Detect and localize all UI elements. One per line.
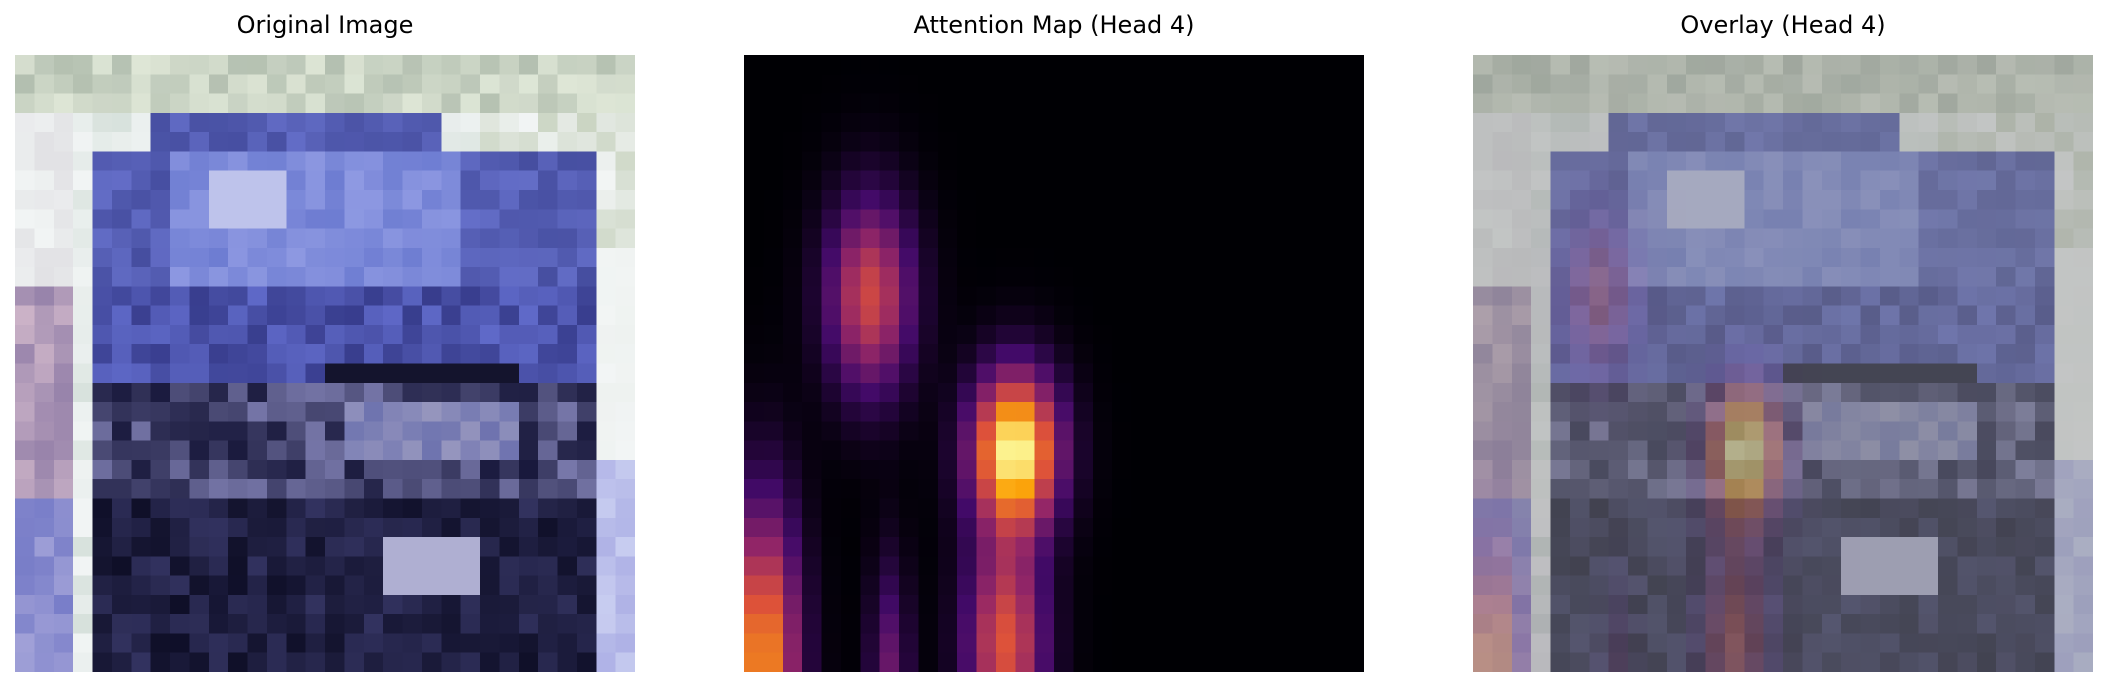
attention-map-image xyxy=(744,55,1364,672)
original-image xyxy=(15,55,635,672)
overlay-image xyxy=(1473,55,2093,672)
overlay-title: Overlay (Head 4) xyxy=(1680,11,1886,39)
original-image-title: Original Image xyxy=(236,11,414,39)
attention-map-title: Attention Map (Head 4) xyxy=(913,11,1195,39)
